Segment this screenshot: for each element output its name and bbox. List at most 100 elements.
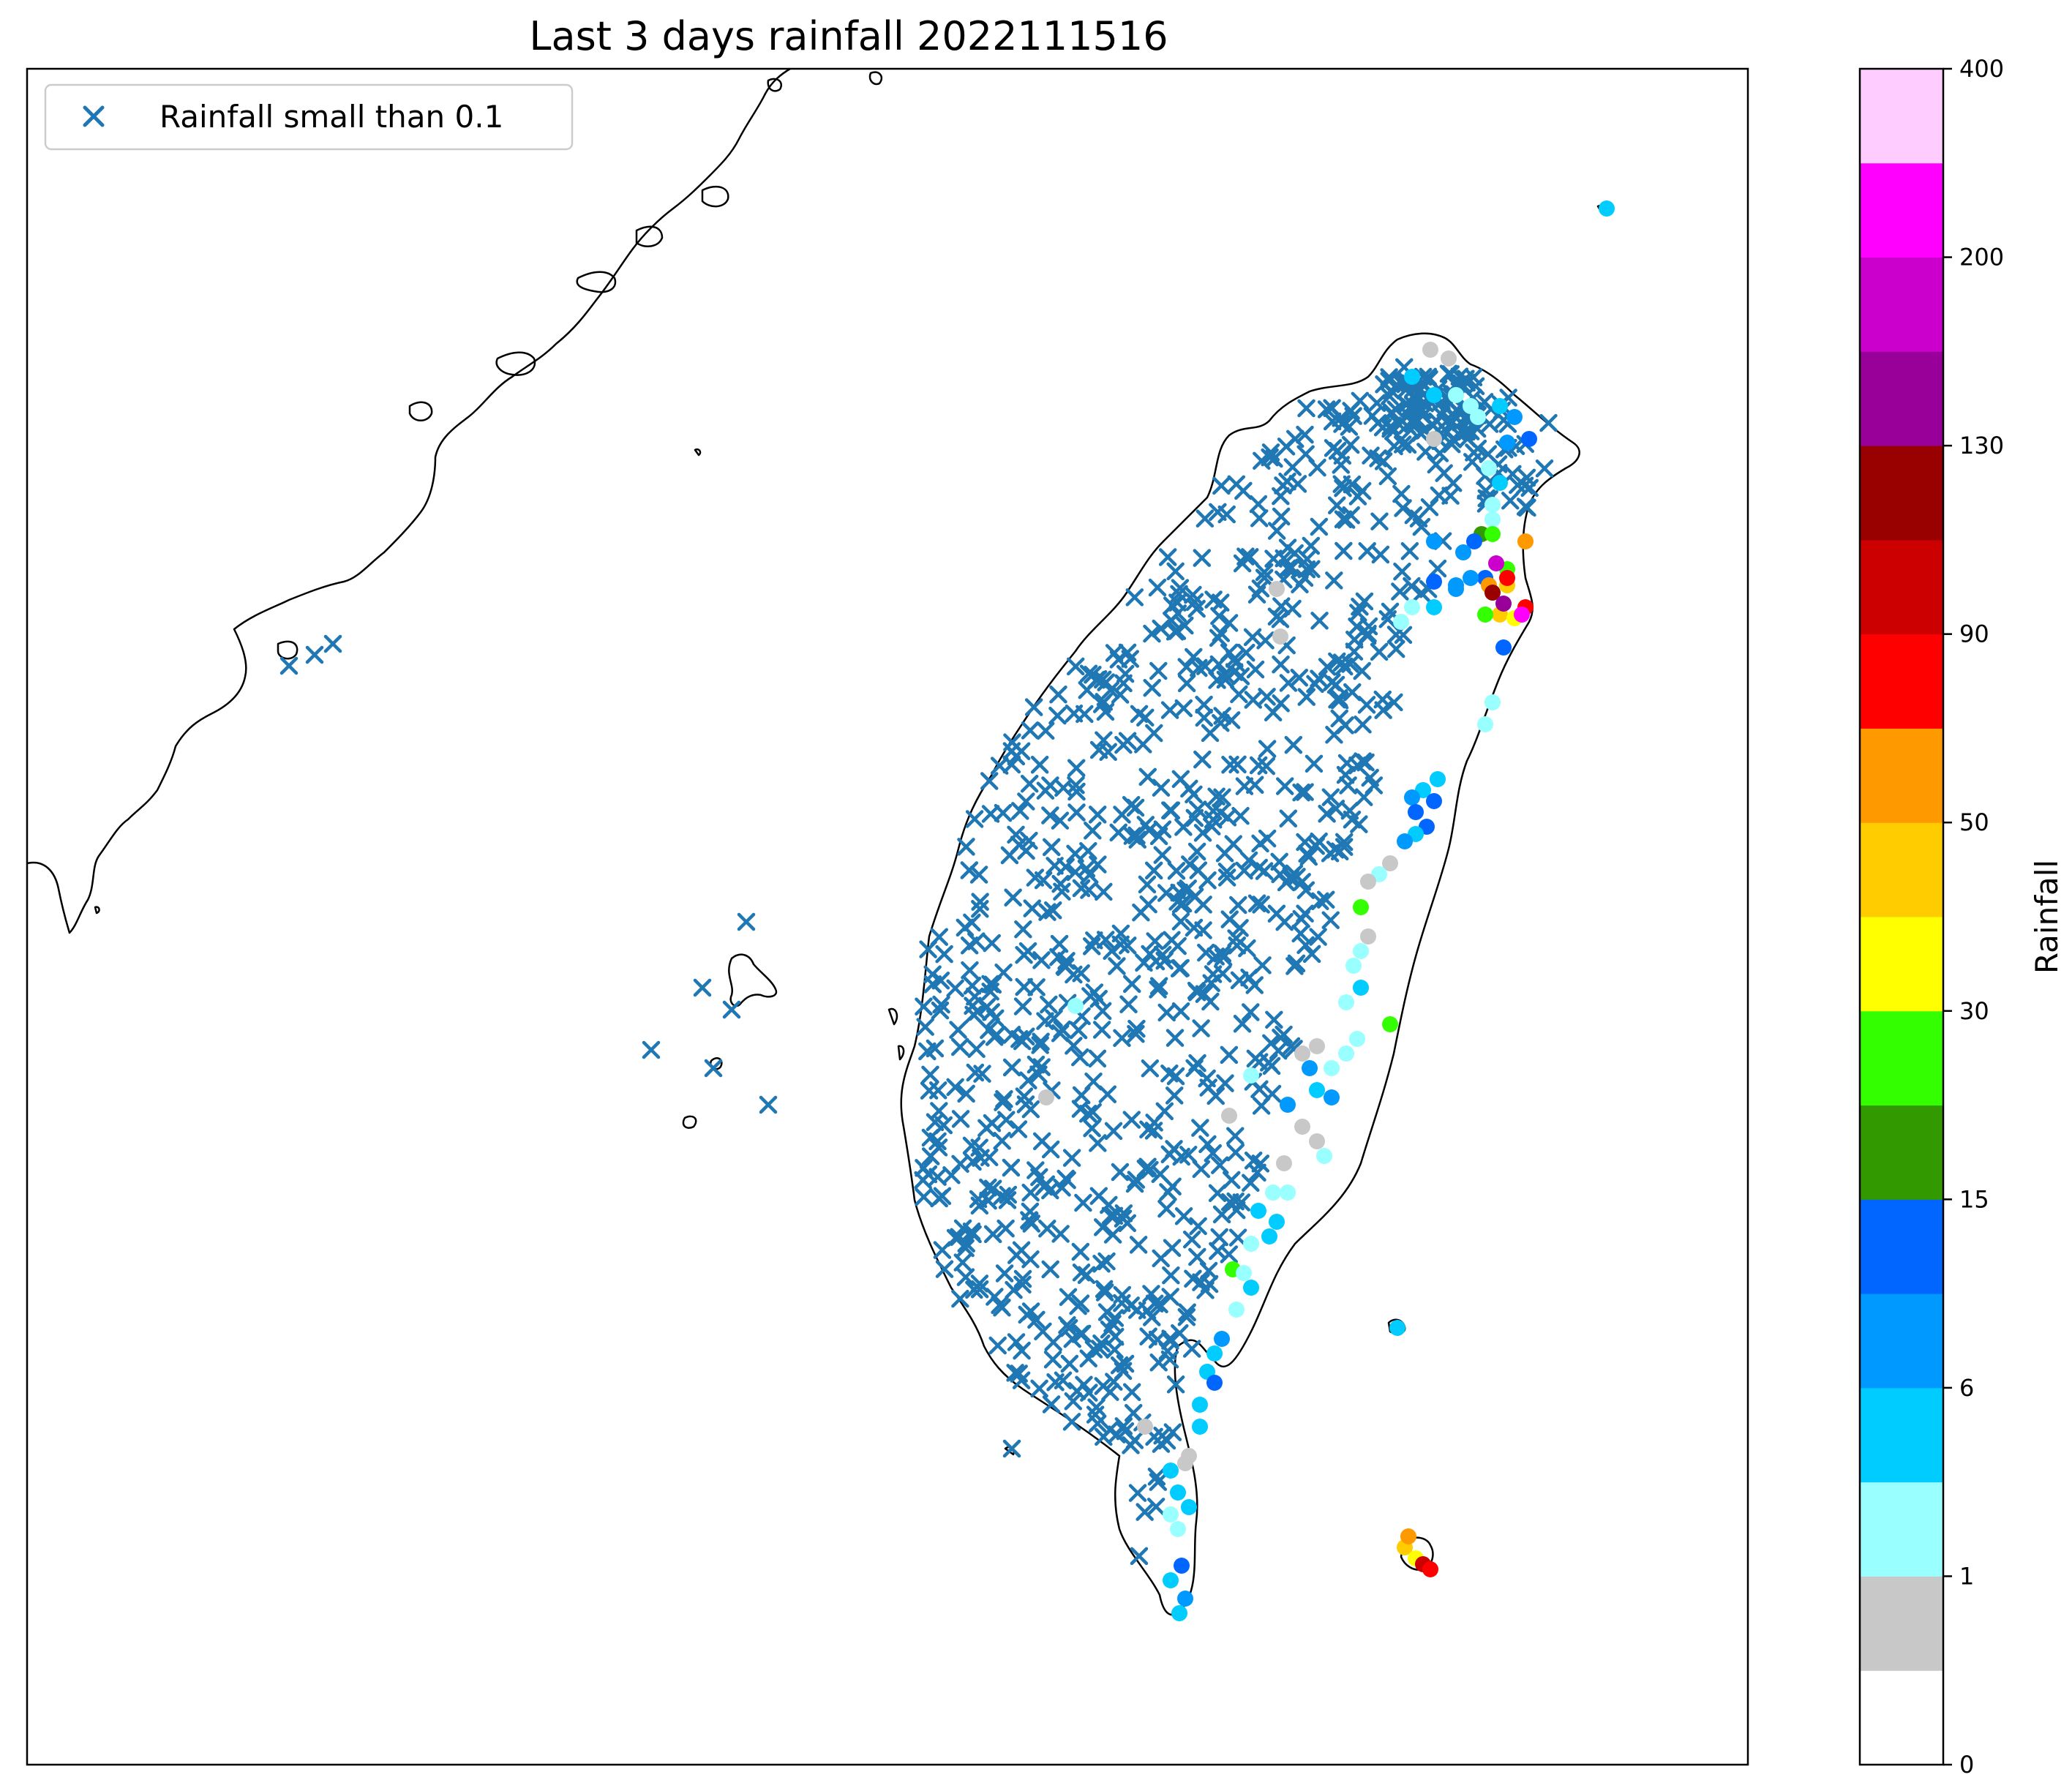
station-dry-marker — [1015, 977, 1033, 996]
station-dry-marker — [1101, 680, 1120, 699]
station-dry-marker — [969, 866, 988, 884]
station-dry-marker — [1145, 1294, 1164, 1313]
station-dry-marker — [1043, 1350, 1062, 1369]
station-dry-marker — [1274, 476, 1292, 495]
station-dry-marker — [1163, 1177, 1182, 1196]
station-dry-marker — [928, 1132, 947, 1151]
station-dry-marker — [1275, 549, 1293, 568]
station-dry-marker — [1021, 1183, 1040, 1202]
station-dry-marker — [1204, 1144, 1223, 1163]
station-dry-marker — [1187, 983, 1206, 1002]
station-dry-marker — [1065, 704, 1084, 723]
station-dry-marker — [1100, 1421, 1119, 1439]
station-dry-marker — [1228, 936, 1247, 955]
station-rain-marker — [1481, 460, 1497, 476]
station-dry-marker — [1034, 871, 1053, 890]
station-dry-marker — [1032, 1032, 1050, 1051]
station-dry-marker — [1196, 657, 1215, 675]
station-dry-marker — [931, 1001, 950, 1020]
penghu-islet-2 — [682, 1115, 697, 1129]
colorbar-segment — [1860, 351, 1943, 446]
station-dry-marker — [1370, 642, 1389, 661]
station-dry-marker — [1208, 1184, 1227, 1203]
station-dry-marker — [1230, 685, 1248, 704]
station-dry-marker — [1007, 1333, 1026, 1351]
station-dry-marker — [961, 961, 979, 980]
station-dry-marker — [1336, 765, 1355, 784]
station-dry-marker — [1209, 1242, 1227, 1261]
station-dry-marker — [1027, 978, 1046, 996]
station-rain-marker — [1324, 1060, 1340, 1076]
station-dry-marker — [1114, 1362, 1133, 1381]
station-dry-marker — [1194, 921, 1212, 939]
colorbar-tick-label: 1 — [1959, 1562, 1974, 1590]
station-dry-marker — [1021, 1250, 1040, 1269]
station-dry-marker — [915, 1187, 933, 1206]
colorbar-border — [1858, 67, 1945, 1766]
station-rain-marker — [1599, 200, 1615, 217]
station-dry-marker — [1192, 1019, 1210, 1037]
station-rain-marker — [1484, 526, 1501, 542]
station-rain-marker — [1455, 544, 1471, 560]
station-rain-marker — [1404, 789, 1420, 806]
station-dry-marker — [1084, 1103, 1102, 1122]
station-dry-marker — [1261, 443, 1280, 462]
station-rain-marker — [1338, 994, 1354, 1010]
station-dry-marker — [1095, 1280, 1114, 1299]
station-dry-marker — [722, 1000, 741, 1019]
station-dry-marker — [965, 1280, 983, 1299]
station-dry-marker — [323, 634, 342, 653]
station-dry-marker — [693, 978, 712, 997]
station-dry-marker — [1139, 895, 1157, 914]
station-dry-marker — [642, 1040, 661, 1059]
coastlines — [26, 67, 1606, 1616]
station-dry-marker — [1013, 1341, 1031, 1360]
station-rain-marker — [1137, 1419, 1153, 1435]
station-rain-marker — [1067, 998, 1084, 1014]
station-dry-marker — [1122, 795, 1141, 814]
station-dry-marker — [1057, 952, 1076, 970]
station-rain-marker — [1206, 1375, 1223, 1391]
station-dry-marker — [1158, 548, 1177, 566]
station-dry-marker — [1031, 1036, 1049, 1054]
station-dry-marker — [1012, 1371, 1031, 1389]
station-dry-marker — [759, 1095, 778, 1114]
station-dry-marker — [1217, 868, 1236, 887]
map-legend: Rainfall small than 0.1 — [44, 83, 574, 151]
station-dry-marker — [1335, 833, 1354, 852]
station-dry-marker — [949, 1021, 967, 1039]
station-dry-marker — [1220, 614, 1239, 632]
station-rain-marker — [1309, 1082, 1325, 1098]
station-dry-marker — [1109, 823, 1127, 842]
station-dry-marker — [1119, 936, 1137, 955]
station-rain-marker — [1309, 1038, 1325, 1054]
station-rain-marker — [1484, 694, 1501, 710]
station-dry-marker — [920, 1081, 939, 1100]
station-dry-marker — [1095, 882, 1113, 901]
station-dry-marker — [1211, 1156, 1229, 1174]
station-dry-marker — [1060, 1354, 1079, 1373]
station-dry-marker — [930, 1102, 948, 1120]
station-dry-marker — [1393, 435, 1412, 454]
station-dry-marker — [1041, 1260, 1059, 1279]
station-dry-marker — [1265, 1010, 1283, 1029]
station-dry-marker — [1332, 475, 1351, 493]
station-dry-marker — [970, 1280, 989, 1299]
station-dry-marker — [1108, 957, 1126, 975]
station-dry-marker — [1188, 1054, 1206, 1073]
station-dry-marker — [1179, 879, 1197, 898]
station-dry-marker — [1230, 971, 1249, 990]
station-dry-marker — [1095, 693, 1114, 711]
station-dry-marker — [1143, 624, 1161, 643]
station-dry-marker — [935, 945, 953, 964]
station-dry-marker — [1162, 801, 1181, 820]
station-rain-marker — [1426, 431, 1442, 447]
station-dry-marker — [1286, 429, 1305, 448]
station-dry-marker — [983, 1179, 1002, 1198]
station-dry-marker — [1142, 1285, 1160, 1303]
station-dry-marker — [1143, 678, 1161, 697]
station-dry-marker — [1019, 1071, 1037, 1089]
station-rain-marker — [1404, 599, 1420, 615]
station-dry-marker — [1332, 456, 1351, 474]
station-dry-marker — [1081, 987, 1100, 1005]
